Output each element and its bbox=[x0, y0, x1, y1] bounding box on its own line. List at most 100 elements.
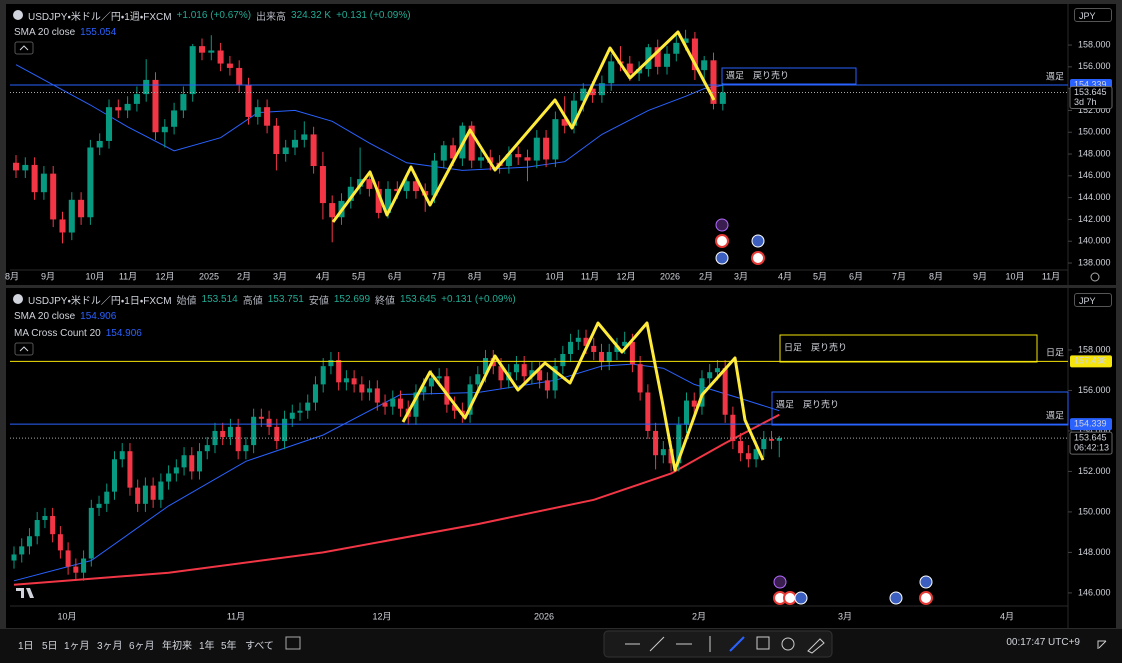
bottom-toolbar: 1日 5日 1ヶ月 3ヶ月 6ヶ月 年初来 1年 5年 すべて 00:17:47 UTC+9 bbox=[0, 629, 1122, 663]
x-tick-label: 8月 bbox=[468, 271, 482, 281]
range-button[interactable]: 1日 bbox=[18, 641, 34, 652]
x-tick-label: 11月 bbox=[581, 271, 599, 281]
candle-body bbox=[166, 473, 172, 482]
y-tick-label: 148.000 bbox=[1078, 547, 1111, 557]
last-price-label: 153.645 bbox=[1074, 87, 1107, 97]
candle-body bbox=[629, 341, 635, 365]
date-range-icon[interactable] bbox=[285, 636, 301, 650]
ohlc-label: 始値 bbox=[176, 295, 197, 307]
candle-body bbox=[12, 162, 20, 171]
indicator-name: MA Cross Count 20 bbox=[14, 327, 101, 339]
collapse-button[interactable] bbox=[14, 342, 34, 356]
candle-body bbox=[245, 85, 252, 117]
zone-box bbox=[779, 334, 1038, 363]
candle-body bbox=[450, 145, 457, 159]
candle-body bbox=[529, 370, 535, 377]
fullscreen-icon[interactable] bbox=[1097, 640, 1107, 649]
candle-body bbox=[135, 487, 141, 504]
candle-body bbox=[180, 94, 187, 111]
settings-icon[interactable] bbox=[1090, 272, 1100, 282]
y-tick-label: 150.000 bbox=[1078, 506, 1111, 516]
candle-body bbox=[421, 386, 427, 393]
range-button[interactable]: すべて bbox=[245, 641, 274, 652]
candle-body bbox=[591, 345, 597, 352]
candle-body bbox=[561, 119, 568, 126]
range-button[interactable]: 年初来 bbox=[162, 641, 192, 652]
tv-logo bbox=[16, 588, 34, 598]
candle-body bbox=[297, 410, 303, 413]
range-button[interactable]: 6ヶ月 bbox=[129, 641, 155, 652]
candle-body bbox=[19, 546, 25, 555]
candle-body bbox=[173, 467, 179, 474]
x-tick-label: 4月 bbox=[316, 271, 330, 281]
x-tick-label: 12月 bbox=[155, 271, 174, 281]
candle-body bbox=[208, 50, 215, 53]
candle-body bbox=[431, 160, 438, 196]
candle-body bbox=[266, 418, 272, 427]
candle-body bbox=[258, 416, 264, 419]
tool-eraser[interactable] bbox=[807, 638, 825, 654]
event-icons[interactable] bbox=[715, 218, 933, 605]
y-tick-label: 146.000 bbox=[1078, 170, 1111, 180]
panel-bg bbox=[6, 4, 1116, 285]
candle-body bbox=[375, 188, 382, 213]
candle-body bbox=[301, 134, 308, 140]
candle-body bbox=[264, 107, 271, 126]
range-button[interactable]: 1ヶ月 bbox=[64, 641, 90, 652]
x-tick-label: 11月 bbox=[119, 271, 137, 281]
x-tick-label: 9月 bbox=[503, 271, 517, 281]
y-tick-label: 138.000 bbox=[1078, 257, 1111, 267]
candle-body bbox=[204, 445, 210, 452]
candle-body bbox=[111, 459, 118, 492]
x-tick-label: 2月 bbox=[692, 611, 706, 621]
candle-body bbox=[366, 179, 373, 189]
y-tick-label: 146.000 bbox=[1078, 587, 1111, 597]
candle-body bbox=[143, 79, 150, 95]
candle-body bbox=[560, 353, 566, 367]
range-button[interactable]: 5年 bbox=[221, 641, 237, 652]
price-tag-label: 154.339 bbox=[1074, 79, 1107, 89]
x-tick-label: 2026 bbox=[534, 611, 554, 621]
candle-body bbox=[359, 384, 365, 393]
tool-brush[interactable] bbox=[729, 636, 745, 652]
indicator-legend[interactable]: SMA 20 close 155.054 bbox=[14, 25, 116, 39]
level-name: 週足 bbox=[1046, 71, 1064, 81]
collapse-button[interactable] bbox=[14, 41, 34, 55]
range-button[interactable]: 5日 bbox=[42, 641, 58, 652]
candle-body bbox=[197, 451, 203, 472]
currency-select[interactable]: JPY bbox=[1074, 8, 1112, 22]
y-tick-label: 152.000 bbox=[1078, 466, 1111, 476]
indicator-legend[interactable]: SMA 20 close 154.906 bbox=[14, 309, 116, 323]
collapse-icon bbox=[19, 346, 29, 352]
tool-rect[interactable] bbox=[756, 636, 770, 650]
candle-body bbox=[575, 337, 581, 342]
currency-select[interactable]: JPY bbox=[1074, 293, 1112, 307]
header: USDJPY・米ドル／円・1週・FXCM +1.016 (+0.67%) 出来高 32… bbox=[28, 8, 411, 23]
indicator-legend[interactable]: MA Cross Count 20 154.906 bbox=[14, 326, 142, 340]
candle-body bbox=[537, 370, 543, 381]
candle-body bbox=[645, 392, 651, 431]
zone-label: 週足 戻り売り bbox=[726, 69, 789, 80]
tool-circle[interactable] bbox=[781, 637, 795, 651]
ohlc-value: 153.645 bbox=[400, 293, 437, 305]
x-tick-label: 9月 bbox=[973, 271, 987, 281]
candle-body bbox=[533, 137, 540, 161]
range-button[interactable]: 3ヶ月 bbox=[97, 641, 123, 652]
candle-body bbox=[220, 430, 226, 438]
candle-body bbox=[374, 388, 380, 403]
candle-body bbox=[254, 107, 261, 117]
candle-body bbox=[761, 439, 767, 450]
range-button[interactable]: 1年 bbox=[199, 641, 215, 652]
candle-body bbox=[312, 384, 318, 403]
candle-body bbox=[347, 186, 354, 201]
candle-body bbox=[150, 485, 156, 500]
ohlc-value: 153.751 bbox=[267, 293, 304, 305]
candle-body bbox=[133, 94, 140, 104]
drawing-tools bbox=[603, 630, 833, 658]
candle-body bbox=[310, 134, 317, 167]
candle-body bbox=[397, 398, 404, 409]
tool-trend[interactable] bbox=[649, 636, 665, 652]
candle-body bbox=[769, 439, 775, 441]
